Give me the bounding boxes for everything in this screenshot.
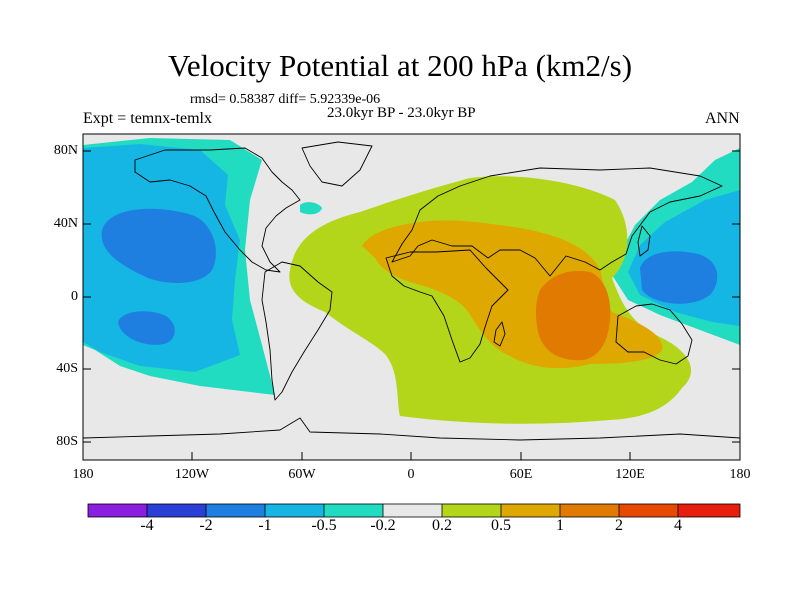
colorbar-box: [619, 504, 678, 517]
coastlines: [83, 141, 740, 441]
lat-label-80s: 80S: [56, 434, 78, 449]
colorbar-label: -0.5: [311, 517, 337, 534]
colorbar-box: [147, 504, 206, 517]
colorbar-box: [501, 504, 560, 517]
colorbar-label: 4: [674, 517, 682, 534]
contour-field: [83, 134, 740, 460]
coast-africa: [385, 249, 509, 363]
colorbar-label: 2: [615, 517, 623, 534]
lon-label-120w: 120W: [174, 467, 210, 482]
lat-label-40s: 40S: [56, 361, 78, 376]
contour-neg-1-pacific-north: [101, 208, 216, 283]
colorbar-box: [678, 504, 740, 517]
lat-label-0: 0: [71, 289, 78, 304]
colorbar: [87, 503, 741, 518]
colorbar-box: [560, 504, 619, 517]
period-label: 23.0kyr BP - 23.0kyr BP: [327, 105, 476, 121]
colorbar-label: -0.2: [370, 517, 396, 534]
lat-label-80n: 80N: [53, 143, 78, 158]
contour-neg-1-west-pacific: [640, 251, 718, 304]
coast-madagascar: [493, 321, 506, 347]
colorbar-box: [383, 504, 442, 517]
colorbar-label: -4: [140, 517, 154, 534]
contour-neg-0.2-atlantic: [300, 202, 322, 215]
coast-greenland: [301, 141, 373, 187]
colorbar-box: [324, 504, 383, 517]
latitude-tick-marks: [83, 150, 740, 443]
coast-antarctica: [83, 417, 740, 441]
colorbar-label: 0.2: [432, 517, 452, 534]
season-label: ANN: [705, 110, 740, 127]
coast-japan: [637, 225, 651, 257]
lon-label-120e: 120E: [615, 467, 645, 482]
contour-neg-1-pacific-south: [118, 311, 175, 345]
lon-label-180w: 180: [72, 467, 94, 482]
lat-label-40n: 40N: [53, 216, 78, 231]
colorbar-label: 1: [556, 517, 564, 534]
colorbar-box: [206, 504, 265, 517]
longitude-tick-marks: [191, 452, 631, 460]
colorbar-label: 0.5: [491, 517, 511, 534]
colorbar-label: -2: [199, 517, 213, 534]
colorbar-box: [442, 504, 501, 517]
experiment-label: Expt = temnx-temlx: [83, 110, 212, 127]
coast-europe-asia: [391, 167, 723, 277]
colorbar-label: -1: [258, 517, 272, 534]
coast-south-america: [261, 261, 333, 401]
rmsd-diff-stats: rmsd= 0.58387 diff= 5.92339e-06: [190, 92, 381, 107]
lon-label-0: 0: [407, 467, 415, 482]
coast-australia: [615, 303, 693, 365]
colorbar-box: [265, 504, 324, 517]
contour-pos-1-indian-ocean: [535, 270, 611, 361]
plot-title: Velocity Potential at 200 hPa (km2/s): [167, 48, 633, 83]
lon-label-60w: 60W: [288, 467, 316, 482]
lon-label-60e: 60E: [509, 467, 533, 482]
coast-north-america: [134, 147, 301, 273]
lon-label-180e: 180: [729, 467, 751, 482]
